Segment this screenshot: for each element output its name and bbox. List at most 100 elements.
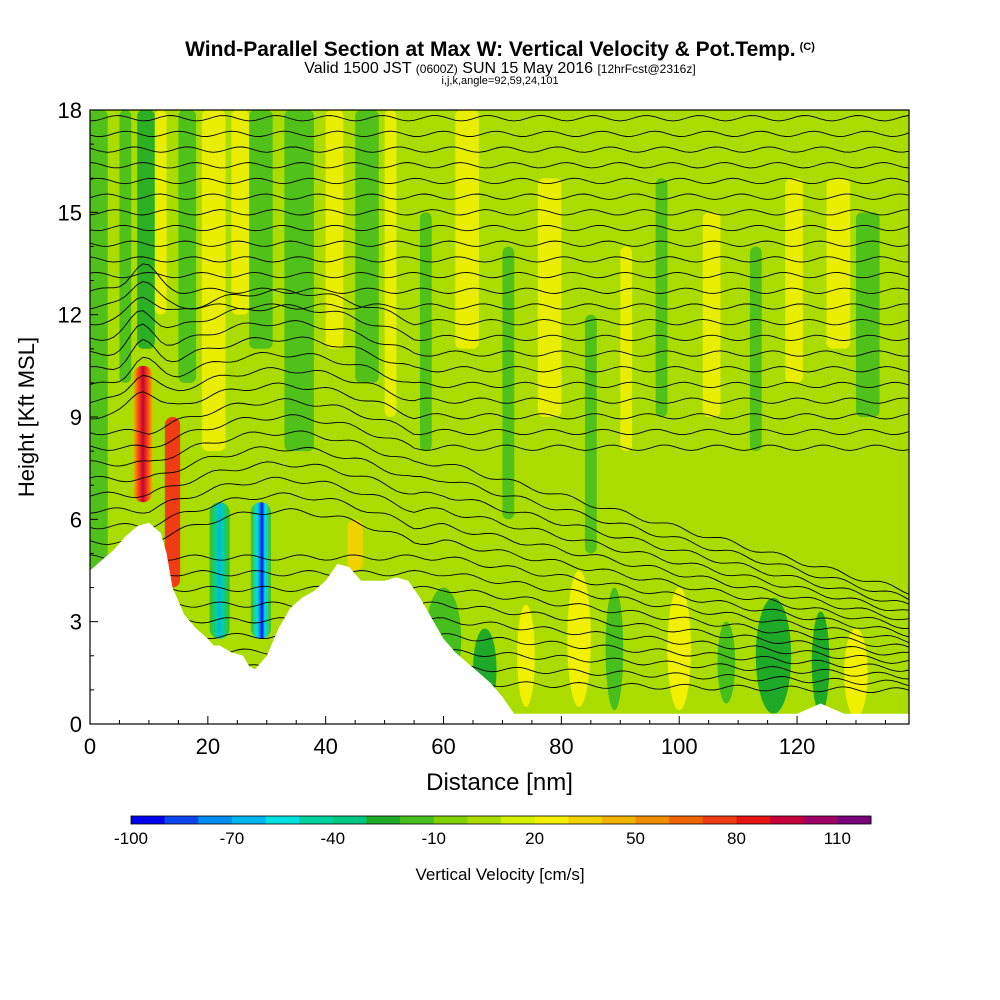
- isentrope-line: [90, 193, 909, 200]
- colorbar-swatch: [231, 816, 267, 824]
- y-tick-label: 15: [58, 200, 82, 225]
- field-band: [325, 110, 344, 349]
- colorbar-tick-label: 20: [525, 829, 544, 848]
- field-band: [384, 110, 397, 417]
- colorbar-swatch: [770, 816, 805, 824]
- isentrope-line: [90, 224, 909, 232]
- isentrope-line: [90, 585, 909, 648]
- chart-subtitle: Valid 1500 JST (0600Z) SUN 15 May 2016 […: [304, 60, 696, 77]
- colorbar-swatch: [164, 816, 199, 824]
- x-axis-label: Distance [nm]: [426, 769, 573, 796]
- colorbar-swatch: [534, 816, 569, 824]
- field-band: [455, 110, 479, 349]
- field-band: [231, 110, 250, 315]
- colorbar-swatch: [568, 816, 603, 824]
- field-band: [119, 110, 132, 383]
- isentrope-line: [90, 398, 909, 436]
- colorbar-swatch: [837, 816, 872, 824]
- field-patch: [517, 604, 535, 707]
- x-tick-label: 80: [549, 734, 573, 759]
- field-band: [826, 178, 851, 349]
- field-band: [137, 110, 155, 349]
- isentrope-line: [90, 281, 909, 310]
- y-axis-label: Height [Kft MSL]: [14, 337, 39, 497]
- colorbar-swatch: [332, 816, 367, 824]
- colorbar-swatch: [299, 816, 334, 824]
- isentrope-line: [90, 632, 909, 672]
- isentrope-line: [90, 256, 909, 263]
- field-patch: [755, 597, 792, 714]
- field-band: [178, 110, 197, 383]
- downdraft-core: [250, 502, 271, 639]
- isentrope-line: [90, 414, 909, 451]
- isentrope-line: [90, 554, 909, 638]
- y-tick-label: 6: [70, 507, 82, 532]
- isentrope-line: [90, 130, 909, 138]
- chart-indices: i,j,k,angle=92,59,24,101: [441, 75, 559, 87]
- isentrope-line: [90, 430, 909, 595]
- field-band: [537, 178, 562, 417]
- field-band: [749, 246, 762, 452]
- field-band: [702, 212, 721, 417]
- colorbar-swatch: [467, 816, 502, 824]
- updraft-core: [347, 519, 363, 571]
- colorbar-swatch: [635, 816, 670, 824]
- isentrope-line: [90, 336, 909, 373]
- isentrope-line: [90, 367, 909, 404]
- isentrope-line: [90, 601, 909, 656]
- colorbar-swatch: [702, 816, 737, 824]
- field-patch: [605, 587, 624, 711]
- terrain: [90, 522, 909, 724]
- isentrope-line: [90, 304, 909, 342]
- field-band: [154, 110, 167, 315]
- y-tick-label: 0: [70, 712, 82, 737]
- isentrope-line: [90, 209, 909, 216]
- isentrope-line: [90, 288, 909, 326]
- colorbar-swatch: [366, 816, 401, 824]
- copyright-mark: (C): [799, 41, 815, 53]
- field-band: [785, 178, 803, 383]
- field-patch: [717, 621, 736, 704]
- colorbar-swatch: [803, 816, 838, 824]
- field-patch: [844, 628, 868, 718]
- x-tick-label: 40: [313, 734, 337, 759]
- updraft-core: [164, 417, 181, 588]
- isentrope-line: [90, 617, 909, 664]
- isentrope-line: [90, 492, 909, 621]
- updraft-core: [133, 365, 153, 503]
- field-patch: [667, 587, 691, 711]
- isentrope-line: [90, 240, 909, 247]
- colorbar-frame: [130, 815, 872, 825]
- isentrope-line: [90, 115, 909, 122]
- isentrope-line: [90, 351, 909, 389]
- field-band: [855, 212, 880, 417]
- field-band: [249, 110, 273, 349]
- x-tick-label: 120: [779, 734, 816, 759]
- y-tick-label: 9: [70, 405, 82, 430]
- x-tick-label: 20: [196, 734, 220, 759]
- isentrope-line: [90, 177, 909, 185]
- isentrope-line: [90, 382, 909, 420]
- colorbar-swatch: [433, 816, 468, 824]
- colorbar-swatch: [265, 816, 300, 824]
- field-band: [584, 314, 597, 554]
- x-tick-label: 100: [661, 734, 698, 759]
- isentrope-line: [90, 320, 909, 357]
- y-tick-label: 18: [58, 98, 82, 123]
- colorbar-tick-label: -40: [321, 829, 346, 848]
- field-band: [284, 110, 314, 452]
- colorbar-tick-label: 50: [626, 829, 645, 848]
- colorbar-swatch: [501, 816, 536, 824]
- colorbar-swatch: [736, 816, 771, 824]
- field-band: [655, 178, 668, 417]
- field-patch: [811, 611, 830, 714]
- field-band: [620, 246, 633, 452]
- x-tick-label: 0: [84, 734, 96, 759]
- isentrope-line: [90, 461, 909, 605]
- downdraft-core: [209, 502, 230, 639]
- isentrope-line: [90, 271, 909, 279]
- colorbar-swatch: [198, 816, 233, 824]
- field-band: [502, 246, 515, 520]
- colorbar-swatch: [400, 816, 435, 824]
